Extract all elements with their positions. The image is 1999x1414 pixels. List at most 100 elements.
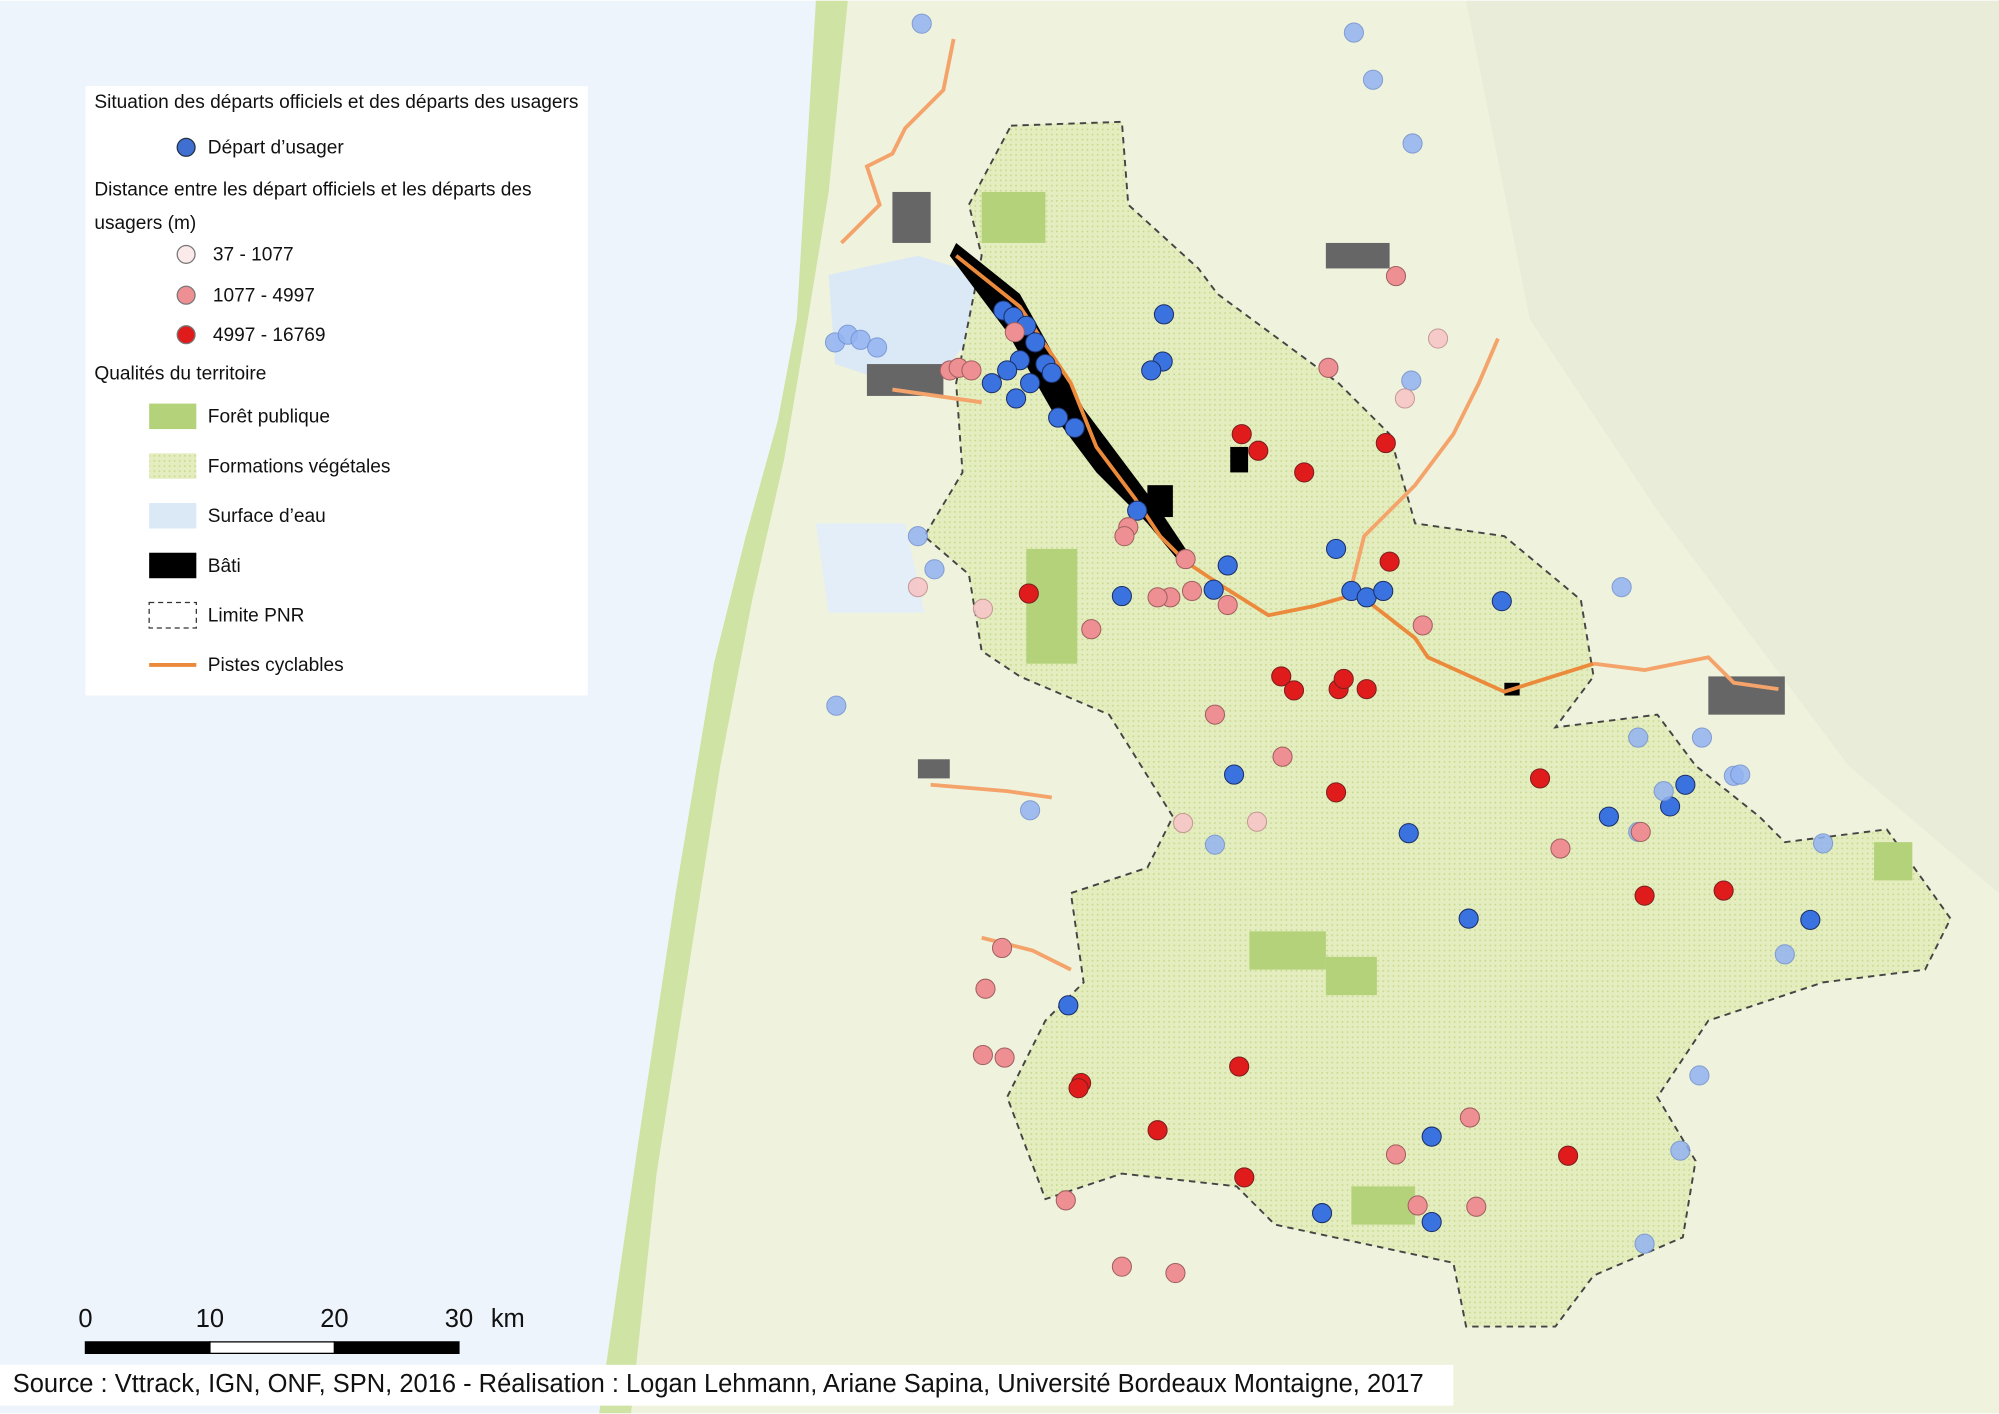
departure-point — [1421, 1126, 1442, 1147]
departure-point — [972, 598, 993, 619]
departure-point — [961, 360, 982, 381]
scale-label: 30 — [445, 1305, 473, 1333]
departure-point — [1175, 549, 1196, 570]
departure-point — [1048, 407, 1069, 428]
source: Source : Vttrack, IGN, ONF, SPN, 2016 - … — [13, 1370, 1424, 1398]
departure-point — [1385, 1144, 1407, 1165]
forest — [981, 191, 1913, 1225]
departure-point — [1204, 834, 1226, 855]
departure-point — [1385, 266, 1407, 287]
legend-item: Limite PNR — [208, 606, 305, 627]
departure-point — [1730, 764, 1751, 785]
departure-point — [1058, 995, 1079, 1016]
departure-point — [1217, 594, 1238, 616]
legend-item: 37 - 1077 — [213, 245, 294, 266]
departure-point — [911, 13, 932, 34]
departure-point — [1713, 880, 1734, 901]
legend-symbol — [149, 403, 197, 430]
legend-title: Distance entre les départ officiels et l… — [94, 180, 531, 201]
departure-point — [1068, 1078, 1089, 1099]
departure-point — [1217, 555, 1238, 576]
legend-item: Bâti — [208, 556, 241, 577]
legend-symbol — [149, 453, 197, 479]
departure-point — [1018, 583, 1039, 604]
departure-point — [1311, 1203, 1333, 1224]
departure-point — [1141, 360, 1162, 381]
cycle-paths — [840, 38, 1779, 972]
departure-point — [981, 373, 1002, 394]
departure-point — [1653, 781, 1674, 802]
scale-segment — [84, 1341, 211, 1354]
departure-point — [1343, 22, 1364, 43]
departure-point — [1402, 133, 1423, 154]
departure-point — [1375, 433, 1396, 454]
departure-point — [907, 577, 928, 598]
departure-point — [1271, 666, 1292, 687]
departure-point — [1248, 440, 1269, 461]
departure-point — [850, 329, 871, 350]
departure-point — [1774, 944, 1795, 965]
departure-point — [1325, 782, 1347, 803]
legend-title: Situation des départs officiels et des d… — [94, 92, 578, 113]
departure-point — [997, 360, 1018, 381]
departure-point — [1459, 1107, 1480, 1128]
departure-point — [994, 1047, 1015, 1068]
departure-point — [1224, 764, 1245, 785]
scale-segment — [333, 1341, 460, 1354]
departure-point — [1229, 1056, 1250, 1077]
departure-point — [1675, 774, 1696, 795]
departure-point — [1246, 811, 1268, 832]
departure-point — [972, 1044, 993, 1066]
departure-point — [1181, 580, 1203, 602]
departure-point — [1111, 1256, 1132, 1277]
departure-point — [1401, 370, 1422, 391]
legend-item: Pistes cyclables — [208, 655, 344, 676]
pnr-boundary — [923, 120, 1952, 1328]
departure-point — [1147, 1120, 1168, 1141]
departure-point — [1041, 362, 1062, 384]
departure-point — [1318, 357, 1339, 378]
departure-point — [1458, 908, 1479, 929]
departure-point — [1147, 587, 1168, 608]
legend-title: Qualités du territoire — [94, 363, 266, 384]
departure-point — [1325, 538, 1347, 559]
legend-item: 1077 - 4997 — [213, 286, 315, 307]
scale-label: 0 — [78, 1305, 92, 1333]
relief — [1466, 0, 1999, 894]
departure-point — [1283, 680, 1305, 701]
departure-point — [826, 695, 847, 716]
departure-point — [1466, 1196, 1487, 1217]
departure-point — [907, 526, 928, 547]
departure-point — [1173, 812, 1194, 834]
departure-point — [1333, 668, 1354, 690]
scale-label: 20 — [320, 1305, 348, 1333]
legend-item: 4997 - 16769 — [213, 325, 326, 346]
legend-symbol — [176, 244, 196, 264]
departure-point — [1373, 580, 1394, 602]
legend-symbol — [149, 503, 197, 529]
departure-point — [1598, 806, 1619, 827]
legend-item: Formations végétales — [208, 456, 391, 477]
departure-point — [1356, 679, 1377, 700]
legend-title: usagers (m) — [94, 213, 196, 234]
departure-point — [1634, 885, 1655, 906]
departure-point — [1611, 577, 1632, 598]
departure-point — [1394, 388, 1415, 409]
departure-point — [1203, 579, 1224, 600]
departure-point — [991, 937, 1013, 959]
departure-point — [1427, 328, 1449, 349]
departure-point — [1025, 332, 1046, 353]
departure-point — [1398, 823, 1419, 844]
departure-point — [1689, 1065, 1710, 1086]
departure-point — [1630, 821, 1651, 843]
legend-item: Départ d’usager — [208, 138, 345, 159]
scale-unit: km — [491, 1305, 525, 1333]
legend-item: Surface d’eau — [208, 506, 326, 527]
departure-point — [1691, 727, 1713, 748]
urban-grey — [866, 191, 1785, 779]
departure-point — [1362, 69, 1384, 90]
departure-point — [1272, 746, 1293, 767]
departure-points — [824, 13, 1834, 1284]
scale-label: 10 — [196, 1305, 224, 1333]
